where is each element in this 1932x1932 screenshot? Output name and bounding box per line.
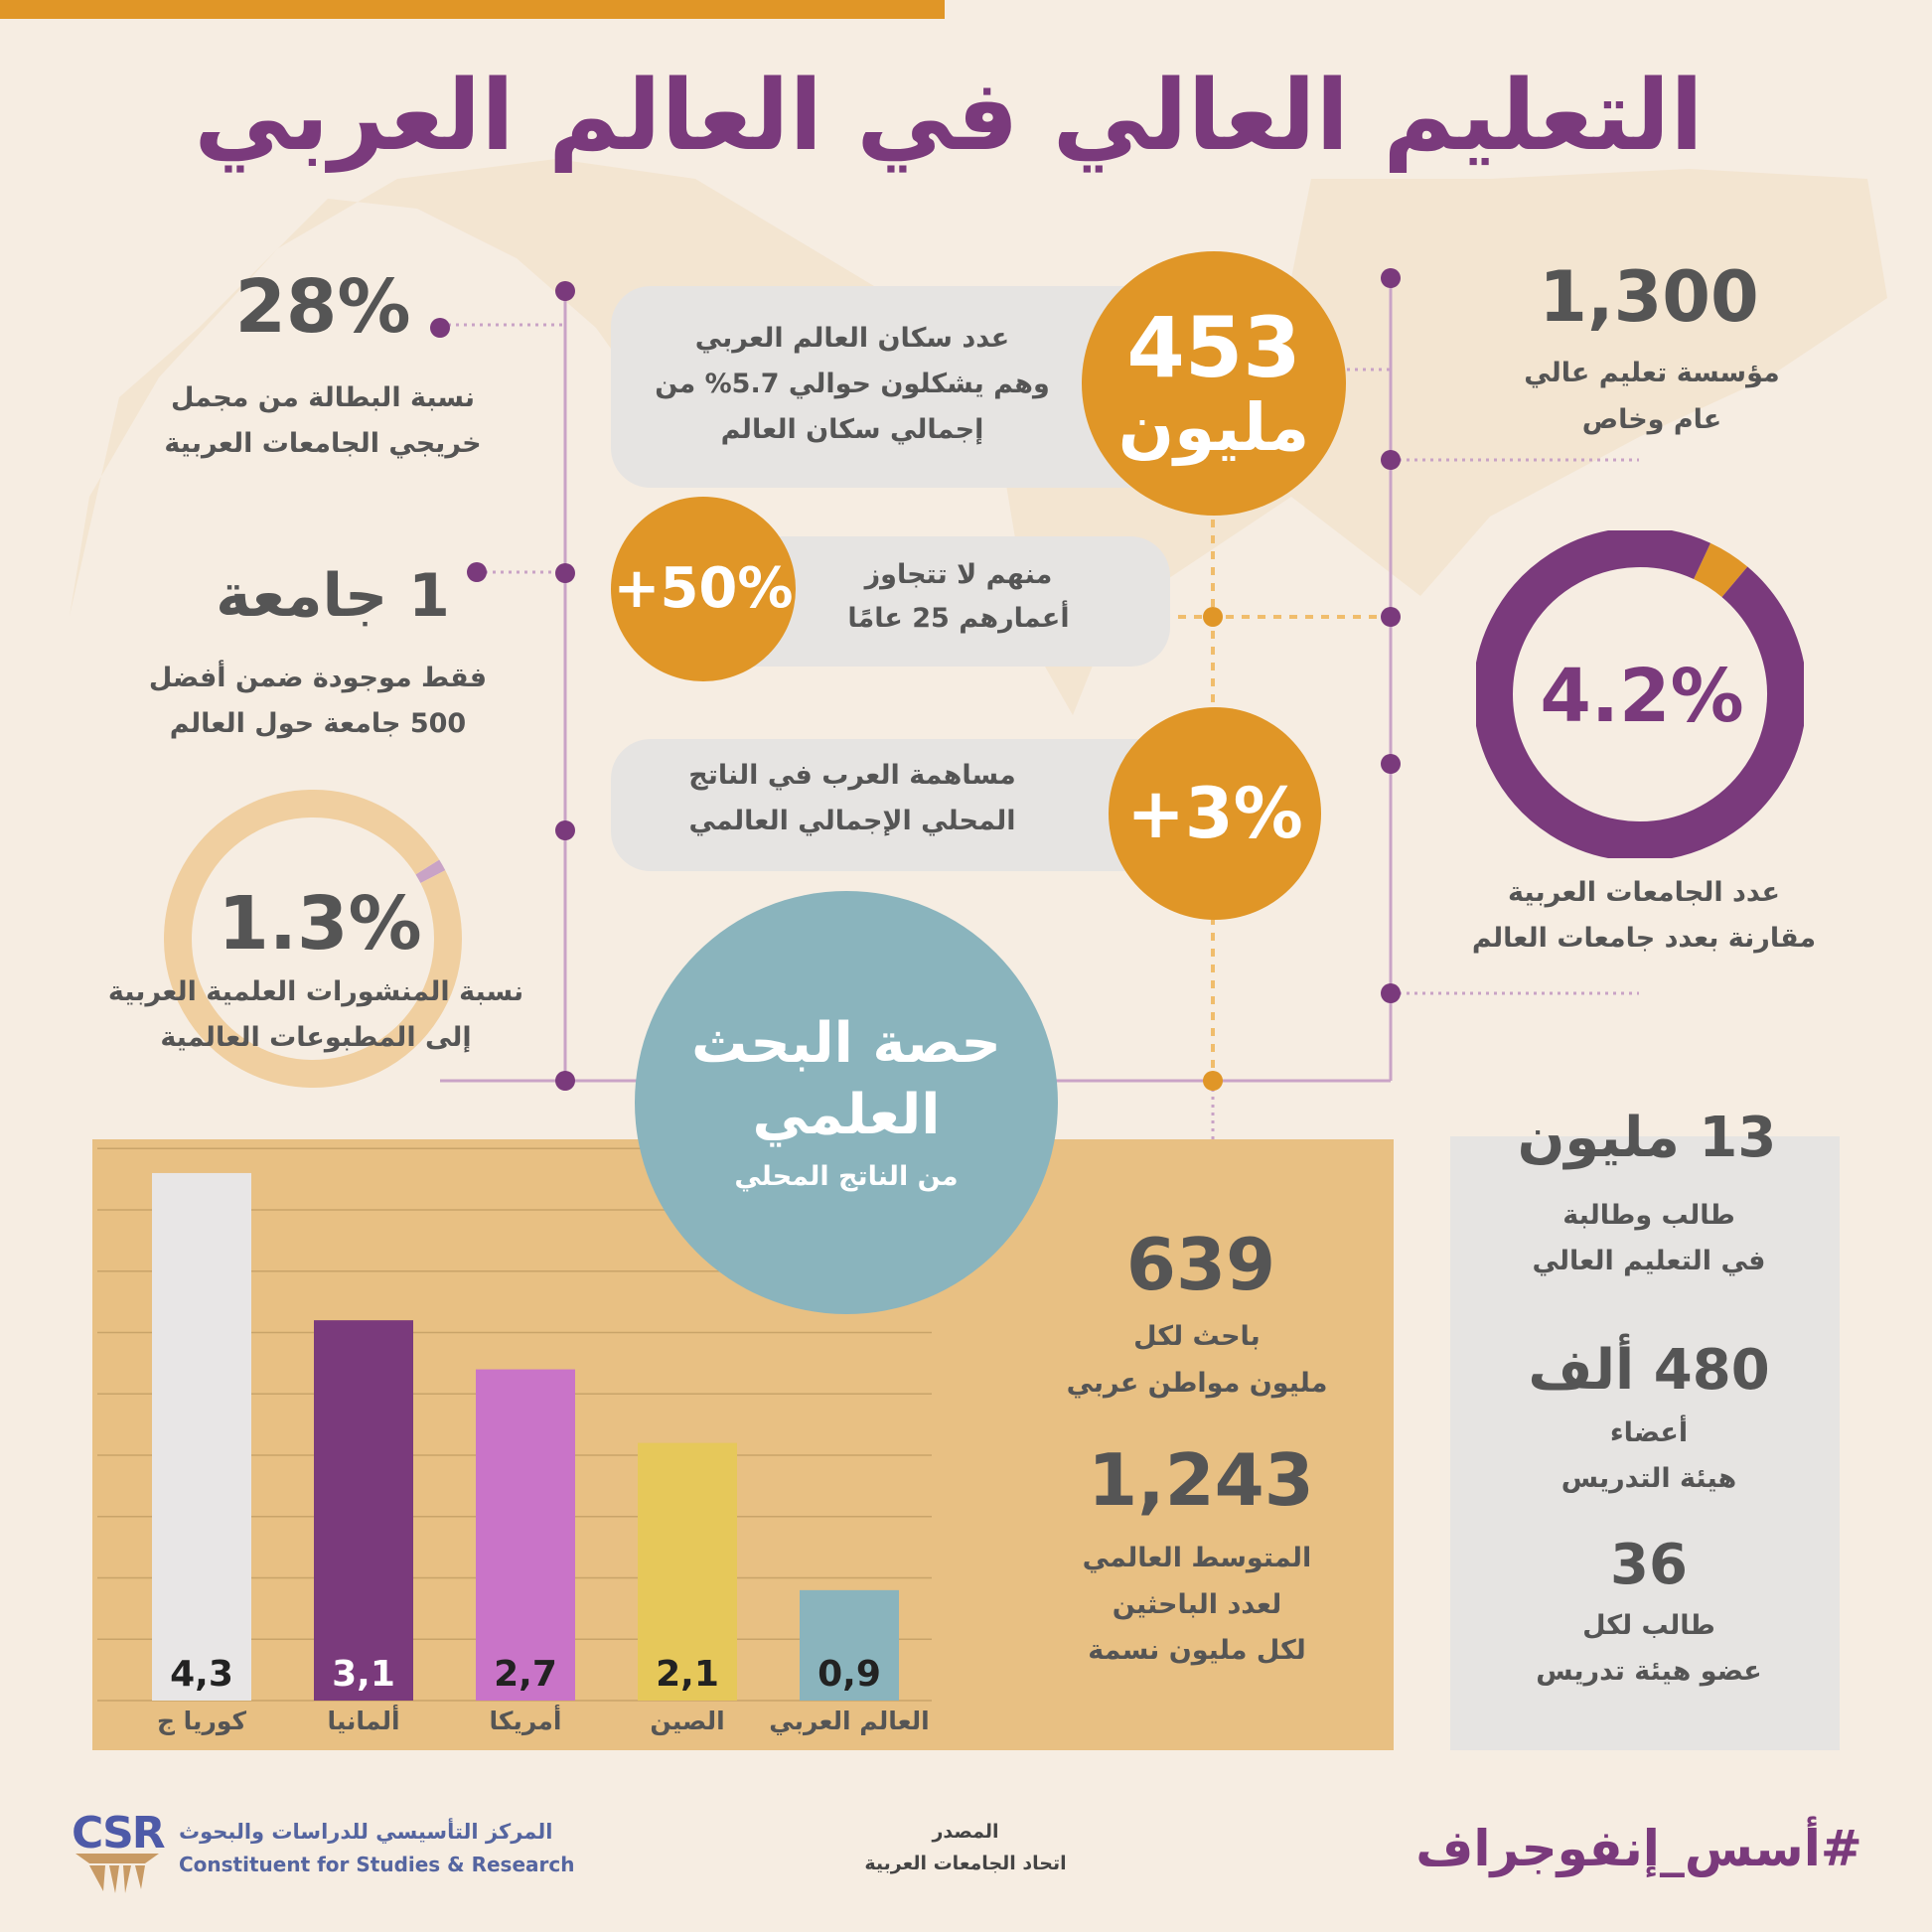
stat-label: مؤسسة تعليم عالي (1524, 358, 1780, 388)
youth-value: +50% (613, 556, 794, 621)
stat-label: طالب وطالبة (1562, 1200, 1735, 1231)
source-text: اتحاد الجامعات العربية (864, 1853, 1067, 1874)
connector-dot (555, 281, 575, 301)
students-value: 13 مليون (1517, 1106, 1777, 1170)
bar-category-label: العالم العربي (769, 1707, 930, 1735)
top-accent-bar (0, 0, 945, 19)
logo-emblem-icon (75, 1854, 159, 1893)
stat-label: عام وخاص (1581, 404, 1722, 435)
page-title: التعليم العالي في العالم العربي (194, 60, 1704, 173)
donut-slice (1476, 530, 1804, 858)
stat-label: في التعليم العالي (1532, 1246, 1766, 1276)
stat-label: المتوسط العالمي (1082, 1543, 1312, 1573)
connector-dot (555, 820, 575, 840)
research-title: حصة البحث (691, 1010, 1001, 1076)
stat-label: طالب لكل (1582, 1610, 1715, 1641)
connector-dot (1381, 754, 1401, 774)
youth-text: منهم لا تتجاوز (864, 559, 1053, 590)
publications-value: 1.3% (218, 881, 422, 966)
connector-dot (555, 1071, 575, 1091)
faculty-value: 480 ألف (1528, 1338, 1770, 1403)
bar-category-label: كوريا ج (156, 1707, 247, 1735)
hashtag: #أسس_إنفوجراف (1415, 1820, 1862, 1877)
youth-text: أعمارهم 25 عامًا (847, 603, 1070, 634)
logo-text: CSR (72, 1808, 166, 1858)
researchers-arab-value: 639 (1125, 1223, 1276, 1306)
stat-label: إلى المطبوعات العالمية (160, 1022, 472, 1053)
ratio-value: 36 (1610, 1533, 1688, 1597)
bar-category-label: الصين (650, 1707, 725, 1735)
research-circle: حصة البحث العلمي من الناتج المحلي (635, 891, 1058, 1314)
connector-dot (1381, 268, 1401, 288)
connector-dot (555, 563, 575, 583)
connector-dot (1381, 983, 1401, 1003)
stat-label: لعدد الباحثين (1112, 1589, 1282, 1620)
connector-dot (1203, 607, 1223, 627)
bar (314, 1320, 413, 1701)
source-label: المصدر (932, 1821, 999, 1843)
gdp-circle: +3% (1109, 707, 1321, 920)
stat-label: مقارنة بعدد جامعات العالم (1471, 923, 1817, 954)
gdp-text: المحلي الإجمالي العالمي (688, 806, 1016, 836)
stat-label: عضو هيئة تدريس (1536, 1656, 1762, 1687)
bar-chart (97, 1147, 932, 1702)
donut-slice (415, 859, 446, 884)
stat-label: خريجي الجامعات العربية (164, 428, 482, 459)
population-circle: 453 مليون (1082, 251, 1346, 516)
publications-donut (164, 790, 462, 1088)
donut-slice (164, 790, 462, 1088)
institutions-value: 1,300 (1539, 256, 1759, 338)
population-unit: مليون (1117, 389, 1310, 466)
stat-label: أعضاء (1609, 1417, 1689, 1448)
gdp-value: +3% (1126, 773, 1303, 854)
donut-slice (1693, 542, 1748, 598)
universities-value: 4.2% (1540, 654, 1744, 739)
stat-label: عدد الجامعات العربية (1508, 877, 1780, 908)
youth-circle: +50% (611, 497, 796, 681)
connector-dot (1203, 1071, 1223, 1091)
bar-value-label: 2,7 (494, 1654, 557, 1695)
connector-dot (1381, 450, 1401, 470)
researchers-global-value: 1,243 (1088, 1438, 1314, 1522)
stat-label: نسبة البطالة من مجمل (171, 382, 475, 413)
stat-label: هيئة التدريس (1560, 1463, 1737, 1494)
stat-label: فقط موجودة ضمن أفضل (148, 663, 488, 693)
stat-label: لكل مليون نسمة (1088, 1635, 1306, 1666)
connector-dot (430, 318, 450, 338)
universities-donut (1476, 530, 1804, 858)
bar-value-label: 3,1 (332, 1654, 395, 1695)
bar-value-label: 4,3 (170, 1654, 233, 1695)
bar (800, 1589, 899, 1701)
bar-category-label: أمريكا (489, 1707, 562, 1735)
bar-value-label: 0,9 (817, 1654, 881, 1695)
bar (152, 1172, 251, 1701)
research-subtitle: من الناتج المحلي (734, 1160, 959, 1192)
stat-label: مليون مواطن عربي (1066, 1368, 1328, 1399)
stat-label: نسبة المنشورات العلمية العربية (107, 976, 524, 1007)
side-panel (1450, 1136, 1840, 1750)
connector-dot (467, 562, 487, 582)
gdp-text: مساهمة العرب في الناتج (688, 760, 1016, 791)
population-text: وهم يشكلون حوالي 5.7% من (655, 369, 1050, 399)
bar-value-label: 2,1 (656, 1654, 719, 1695)
bar (638, 1442, 737, 1701)
stat-label: باحث لكل (1133, 1321, 1261, 1352)
org-name-en: Constituent for Studies & Research (179, 1853, 575, 1876)
gdp-card (611, 739, 1187, 871)
bar (476, 1369, 575, 1701)
population-value: 453 (1126, 299, 1301, 396)
population-text: عدد سكان العالم العربي (694, 323, 1010, 354)
stat-value: 28% (234, 264, 411, 350)
org-name-ar: المركز التأسيسي للدراسات والبحوث (179, 1820, 553, 1844)
bar-category-label: ألمانيا (327, 1707, 400, 1735)
research-title: العلمي (752, 1082, 941, 1147)
stat-value: 1 جامعة (216, 561, 450, 631)
population-text: إجمالي سكان العالم (720, 414, 984, 445)
connector-dot (1381, 607, 1401, 627)
stat-label: 500 جامعة حول العالم (169, 708, 467, 739)
